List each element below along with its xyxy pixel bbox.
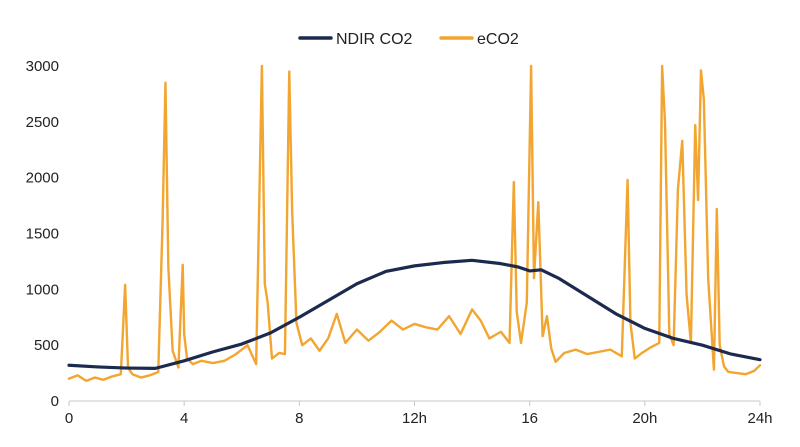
x-tick-label: 16 bbox=[521, 410, 538, 427]
x-tick-label: 20h bbox=[632, 410, 657, 427]
y-tick-label: 500 bbox=[34, 337, 59, 354]
x-tick-label: 12h bbox=[402, 410, 427, 427]
series-line-ndir-co2 bbox=[67, 258, 762, 370]
plot-series bbox=[67, 64, 762, 383]
legend: NDIR CO2 eCO2 bbox=[298, 31, 519, 48]
x-tick-label: 4 bbox=[180, 410, 188, 427]
y-tick-label: 1500 bbox=[26, 226, 59, 243]
y-tick-label: 3000 bbox=[26, 58, 59, 75]
y-tick-label: 2000 bbox=[26, 170, 59, 187]
x-tick-label: 8 bbox=[295, 410, 303, 427]
y-tick-label: 2500 bbox=[26, 114, 59, 131]
series-line-eco2 bbox=[67, 64, 762, 383]
legend-label-ndir-co2: NDIR CO2 bbox=[336, 31, 413, 48]
y-tick-label: 0 bbox=[51, 393, 59, 410]
y-tick-label: 1000 bbox=[26, 281, 59, 298]
x-tick-label: 24h bbox=[747, 410, 772, 427]
x-axis: 0 4 8 12h 16 20h 24h bbox=[65, 400, 773, 427]
x-tick-label: 0 bbox=[65, 410, 73, 427]
y-axis: 0 500 1000 1500 2000 2500 3000 bbox=[26, 58, 59, 410]
legend-label-eco2: eCO2 bbox=[477, 31, 519, 48]
